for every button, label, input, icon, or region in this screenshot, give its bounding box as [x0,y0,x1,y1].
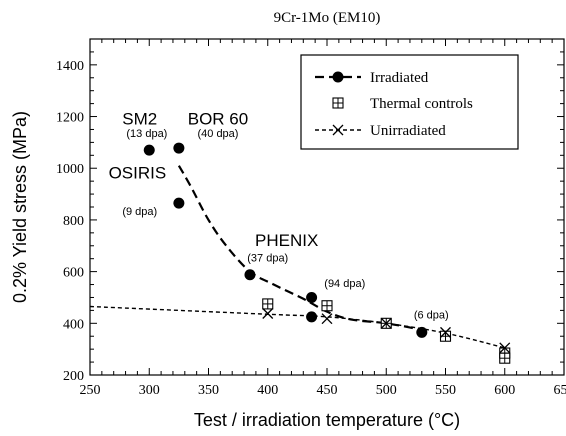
irradiated-point [416,326,428,338]
y-axis-label: 0.2% Yield stress (MPa) [10,111,30,303]
y-tick-label: 1400 [56,59,84,74]
unirradiated-point [499,342,511,354]
x-tick-label: 600 [494,383,515,398]
annotation-label: BOR 60 [188,109,248,128]
annotation-label: (6 dpa) [414,310,449,322]
unirradiated-legend-label: Unirradiated [370,123,446,139]
unirradiated-point [321,313,333,325]
y-tick-label: 1000 [56,162,84,177]
annotation-label: (37 dpa) [247,252,288,264]
y-tick-label: 600 [63,266,84,281]
thermal-controls-point [499,352,511,364]
axis-tick-labels: 250 300 350 400 450 500 550 600 650 200 400 600 800 1… [56,59,566,398]
annotation-label: (13 dpa) [126,128,167,140]
unirradiated-point [262,308,274,319]
unirradiated-trend-line [89,305,505,349]
x-tick-label: 500 [376,383,397,398]
irradiated-legend-marker [332,71,344,83]
chart-title: 9Cr-1Mo (EM10) [274,10,381,26]
thermal-controls-point [262,298,274,310]
thermal-controls-point [321,300,333,312]
annotation-label: (94 dpa) [324,278,365,290]
y-tick-label: 400 [63,317,84,332]
thermal-controls-legend-label: Thermal controls [370,96,473,112]
x-tick-label: 550 [435,383,456,398]
y-tick-label: 1200 [56,111,84,126]
thermal-controls-legend-marker [332,97,344,109]
annotation-label: SM2 [122,109,157,128]
x-tick-label: 300 [139,383,160,398]
trend-lines [89,165,505,349]
x-tick-label: 350 [198,383,219,398]
annotation-label: OSIRIS [109,164,167,183]
unirradiated-point [440,326,451,338]
data-markers [143,142,511,364]
y-tick-label: 200 [63,369,84,384]
irradiated-point [173,197,185,209]
legend: Irradiated Thermal controls Unirradiated [300,54,519,150]
irradiated-legend-label: Irradiated [370,70,429,86]
irradiated-point [143,144,155,156]
x-axis-label: Test / irradiation temperature (°C) [194,410,460,430]
chart-annotations: SM2(13 dpa) BOR 60(40 dpa) OSIRIS (9 dpa) PH… [109,109,449,321]
annotation-label: (40 dpa) [197,128,238,140]
x-tick-label: 450 [317,383,338,398]
irradiated-point [306,291,318,303]
irradiated-point [244,269,256,281]
axis-ticks [89,39,565,376]
x-tick-label: 400 [257,383,278,398]
unirradiated-point [380,317,392,329]
y-tick-label: 800 [63,214,84,229]
annotation-label: PHENIX [255,231,318,250]
x-tick-label: 250 [80,383,101,398]
x-tick-label: 650 [554,383,566,398]
annotation-label: (9 dpa) [122,206,157,218]
unirradiated-legend-marker [332,124,344,136]
irradiated-point [173,142,185,154]
irradiated-point [306,311,318,323]
irradiated-trend-line [177,165,422,331]
